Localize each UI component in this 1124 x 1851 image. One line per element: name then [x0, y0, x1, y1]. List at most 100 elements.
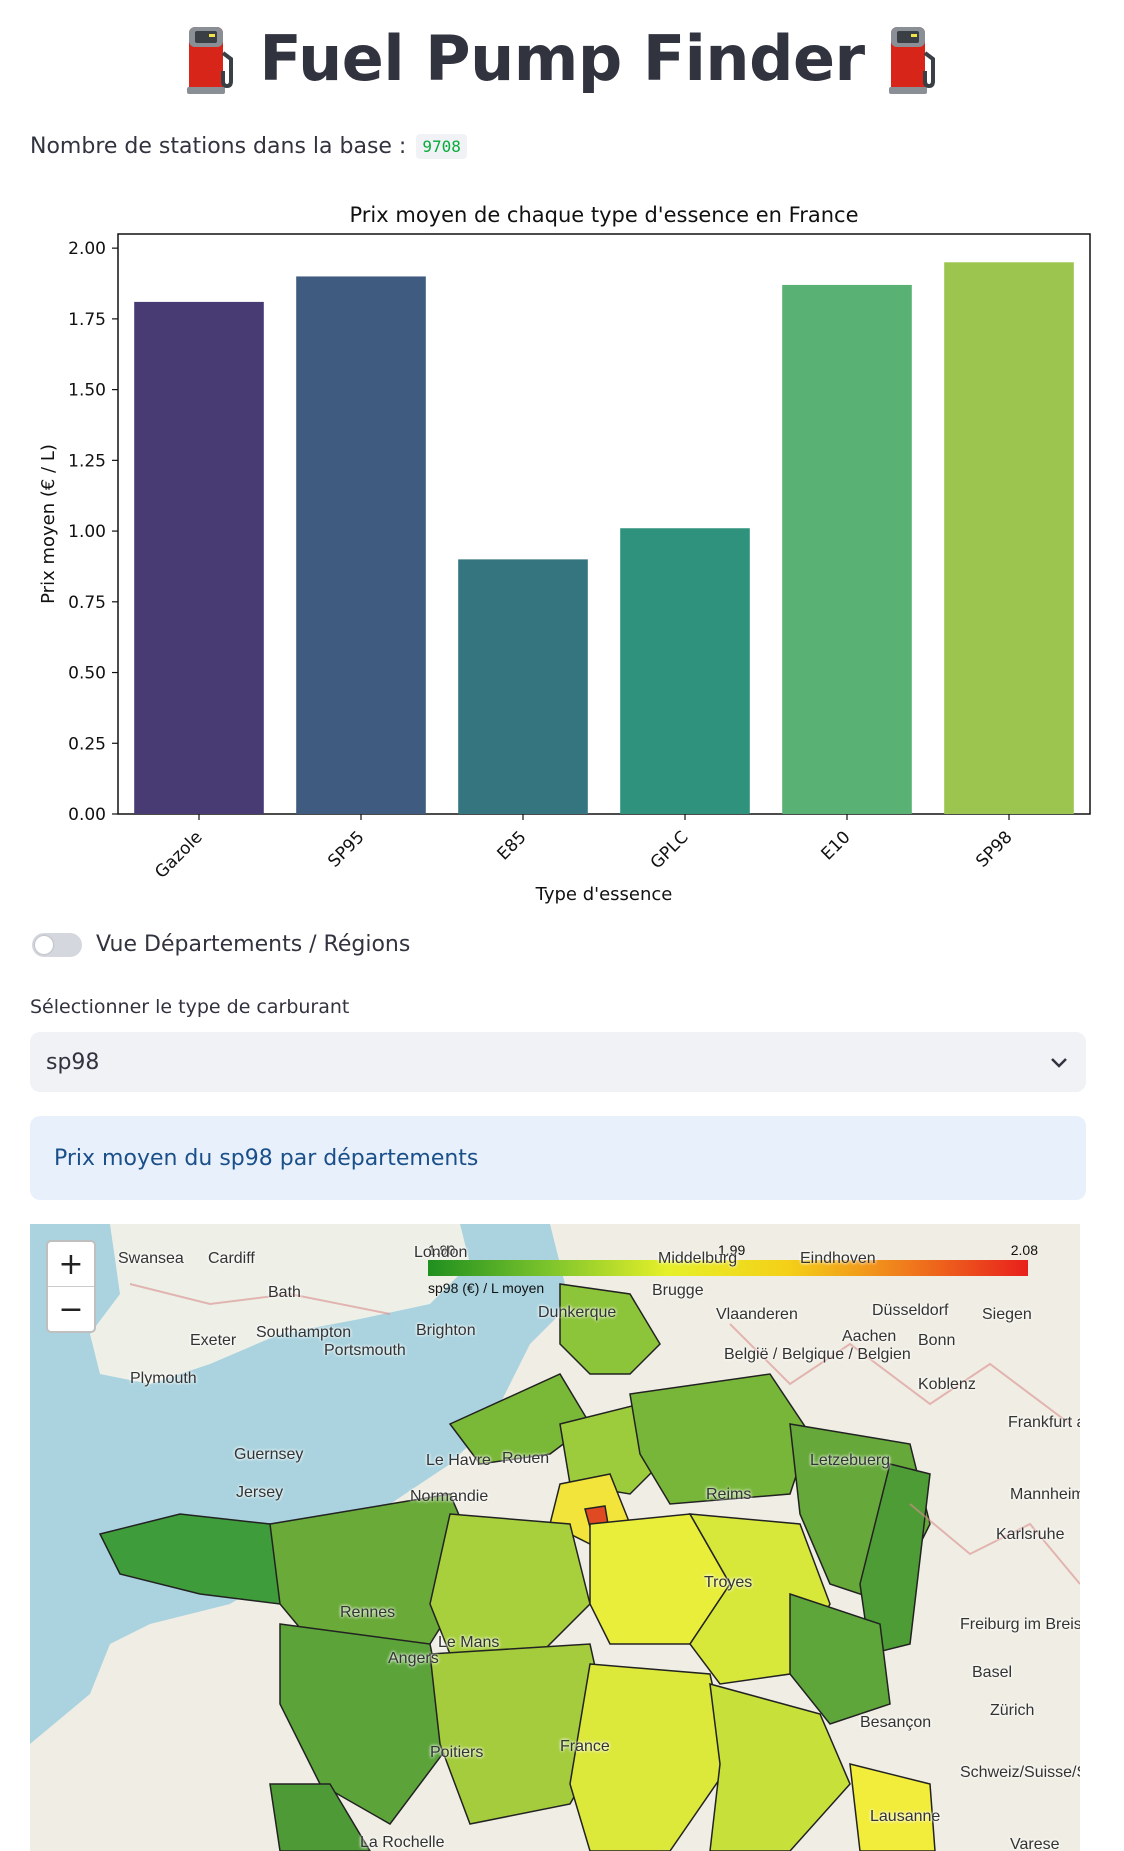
legend-mid: 1.99: [718, 1242, 746, 1258]
dept-champagne[interactable]: [629, 1373, 811, 1505]
x-tick-label: Gazole: [151, 827, 206, 882]
map-place-label: Middelburg: [658, 1250, 738, 1267]
toggle-knob: [35, 935, 53, 954]
bar-sp98: [944, 262, 1074, 814]
zoom-out-button[interactable]: −: [58, 1291, 84, 1327]
view-toggle-row[interactable]: Vue Départements / Régions: [32, 932, 410, 957]
map-place-label: Dunkerque: [538, 1304, 617, 1321]
bar-e85: [458, 559, 588, 814]
legend-gradient-bar: [428, 1260, 1028, 1276]
road-line: [129, 1283, 391, 1315]
station-count-value: 9708: [416, 134, 467, 159]
station-count-label: Nombre de stations dans la base :: [30, 134, 407, 159]
map-place-label: Besançon: [860, 1714, 932, 1731]
map-place-label: Rouen: [502, 1450, 550, 1467]
uk-landmass: [90, 1224, 470, 1384]
bar-gplc: [620, 528, 750, 814]
fuel-pump-icon: [185, 23, 237, 95]
map-place-label: La Rochelle: [360, 1834, 445, 1851]
map-place-label: Angers: [388, 1650, 439, 1667]
bar-e10: [782, 284, 912, 814]
x-tick-label: GPLC: [647, 827, 693, 873]
plot-frame: [117, 233, 1091, 815]
choropleth-map[interactable]: + − 1.90 1.99 2.08 sp98 (€) / L moyen Sw…: [30, 1224, 1080, 1851]
map-place-label: Schweiz/Suisse/Svizzera: [960, 1764, 1080, 1781]
map-place-label: Guernsey: [234, 1446, 304, 1463]
x-tick-label: SP95: [324, 827, 368, 871]
x-tick-label: E85: [494, 827, 531, 864]
dept-limousin[interactable]: [429, 1643, 611, 1825]
dept-franche-comte[interactable]: [789, 1592, 891, 1725]
map-place-label: Southampton: [256, 1324, 352, 1341]
fuel-select-label: Sélectionner le type de carburant: [30, 996, 350, 1018]
map-place-label: Eindhoven: [800, 1250, 876, 1267]
legend-max: 2.08: [1010, 1242, 1038, 1258]
map-place-label: Exeter: [190, 1332, 237, 1349]
fuel-type-select[interactable]: sp98: [30, 1032, 1086, 1092]
y-tick-label: 1.75: [68, 310, 106, 330]
map-place-label: France: [560, 1738, 610, 1755]
y-tick-label: 0.50: [68, 664, 106, 684]
map-place-label: Le Havre: [426, 1452, 491, 1469]
map-place-label: Reims: [706, 1486, 752, 1503]
y-tick-label: 1.25: [68, 451, 106, 471]
map-place-label: Frankfurt am Main: [1008, 1414, 1080, 1431]
bar-sp95: [296, 276, 426, 814]
map-place-label: Basel: [972, 1664, 1013, 1681]
view-toggle-label: Vue Départements / Régions: [96, 932, 411, 957]
bar-gazole: [134, 301, 264, 814]
map-place-label: Düsseldorf: [872, 1302, 949, 1319]
y-tick-label: 2.00: [68, 239, 106, 259]
legend-caption: sp98 (€) / L moyen: [428, 1280, 545, 1296]
map-place-label: Freiburg im Breisgau: [960, 1616, 1080, 1633]
dept-rhone[interactable]: [709, 1682, 851, 1851]
y-tick-label: 1.50: [68, 381, 106, 401]
map-place-label: Portsmouth: [324, 1342, 406, 1359]
map-place-label: Swansea: [118, 1250, 184, 1267]
view-toggle-switch[interactable]: [32, 932, 82, 957]
map-place-label: Lausanne: [870, 1808, 941, 1825]
x-axis-label: Type d'essence: [535, 884, 673, 905]
map-place-label: Varese: [1010, 1836, 1060, 1851]
map-place-label: Siegen: [982, 1306, 1032, 1323]
zoom-control[interactable]: + −: [46, 1240, 96, 1333]
page-title: Fuel Pump Finder: [0, 22, 1124, 95]
map-place-label: Brighton: [416, 1322, 476, 1339]
fuel-price-bar-chart: Prix moyen de chaque type d'essence en F…: [38, 203, 1091, 905]
map-place-label: Normandie: [410, 1488, 489, 1505]
map-place-label: Bonn: [918, 1332, 956, 1349]
y-tick-label: 1.00: [68, 522, 106, 542]
chevron-down-icon: [1050, 1050, 1068, 1075]
map-place-label: Brugge: [652, 1282, 704, 1299]
y-tick-label: 0.00: [68, 805, 106, 825]
dept-savoie[interactable]: [849, 1763, 936, 1851]
map-place-label: Mannheim: [1010, 1486, 1080, 1503]
map-place-label: Plymouth: [130, 1370, 197, 1387]
y-tick-label: 0.75: [68, 593, 106, 613]
map-place-label: Koblenz: [918, 1376, 976, 1393]
map-place-label: Jersey: [236, 1484, 284, 1501]
map-place-label: België / Belgique / Belgien: [724, 1346, 911, 1363]
title-text: Fuel Pump Finder: [259, 22, 865, 95]
map-place-label: Zürich: [990, 1702, 1035, 1719]
map-place-label: Aachen: [842, 1328, 897, 1345]
dept-auvergne[interactable]: [569, 1663, 731, 1851]
dept-nord[interactable]: [559, 1283, 661, 1375]
legend-min: 1.90: [428, 1242, 456, 1258]
station-count-row: Nombre de stations dans la base : 9708: [30, 134, 467, 159]
map-place-label: Letzebuerg: [810, 1452, 891, 1469]
chart-title: Prix moyen de chaque type d'essence en F…: [350, 203, 859, 227]
dept-alsace[interactable]: [859, 1463, 931, 1655]
map-place-label: Karlsruhe: [996, 1526, 1065, 1543]
y-tick-label: 0.25: [68, 734, 106, 754]
map-place-label: Poitiers: [430, 1744, 484, 1761]
road-line: [909, 1503, 1080, 1585]
fuel-select-value: sp98: [46, 1049, 100, 1075]
fuel-pump-icon: [887, 23, 939, 95]
dept-charente[interactable]: [269, 1783, 371, 1851]
zoom-in-button[interactable]: +: [48, 1242, 94, 1287]
map-tiles[interactable]: [30, 1224, 1080, 1851]
map-place-label: Le Mans: [438, 1634, 500, 1651]
map-place-label: Troyes: [704, 1574, 753, 1591]
dept-poitou[interactable]: [279, 1623, 451, 1825]
